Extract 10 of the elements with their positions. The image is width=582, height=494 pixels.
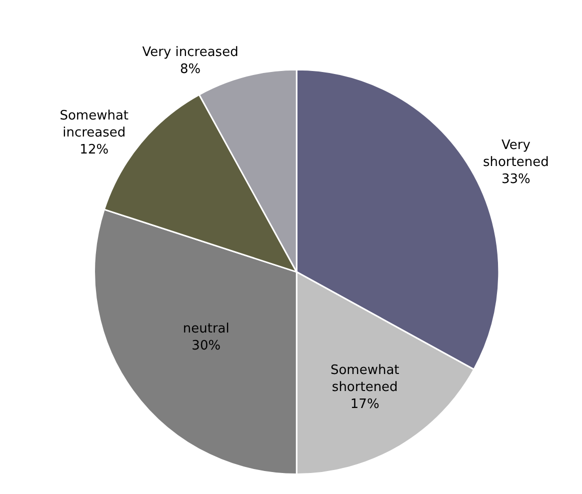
data-label: 12% (80, 142, 109, 158)
slice-label: Somewhat shortened (330, 362, 400, 395)
slice-label: Very increased (142, 45, 238, 60)
slice-label: Somewhat increased (60, 108, 129, 141)
data-label: 8% (180, 62, 201, 77)
data-label: 17% (350, 396, 380, 412)
data-label: 33% (501, 172, 530, 188)
slice-label: Very shortened (482, 138, 549, 170)
data-label: 30% (192, 338, 221, 354)
slice-label: neutral (182, 322, 230, 337)
